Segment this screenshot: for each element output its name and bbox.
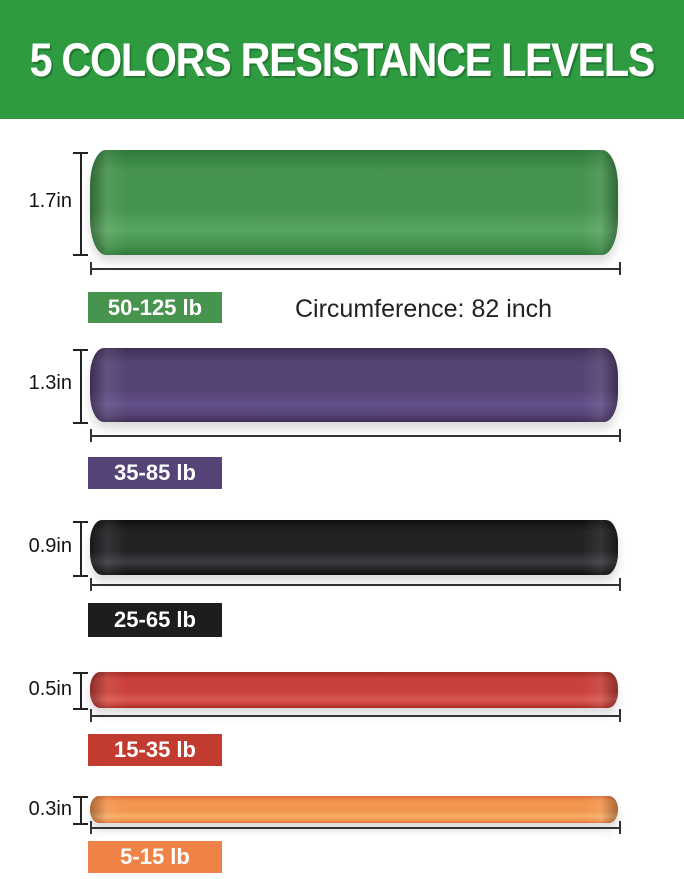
header-banner: 5 COLORS RESISTANCE LEVELS [0,0,684,119]
length-measure-line [90,821,621,834]
height-measure-line [73,521,88,577]
resistance-band-green [90,150,618,255]
height-measure-line [73,672,88,710]
band-width-label: 0.3in [28,798,72,820]
band-width-label: 1.7in [28,190,72,212]
height-measure-line [73,349,88,424]
band-width-label: 1.3in [28,372,72,394]
resistance-range-badge: 50-125 lb [88,292,222,323]
resistance-range-badge: 35-85 lb [88,457,222,489]
length-measure-line [90,578,621,591]
band-width-label: 0.9in [28,535,72,557]
length-measure-line [90,709,621,722]
resistance-band-purple [90,348,618,422]
band-width-label: 0.5in [28,678,72,700]
resistance-band-orange [90,796,618,823]
height-measure-line [73,796,88,825]
resistance-band-black [90,520,618,575]
length-measure-line [90,262,621,275]
circumference-note: Circumference: 82 inch [295,295,553,323]
resistance-range-badge: 5-15 lb [88,841,222,873]
height-measure-line [73,152,88,256]
resistance-range-badge: 25-65 lb [88,603,222,637]
length-measure-line [90,429,621,442]
resistance-range-badge: 15-35 lb [88,734,222,766]
page-title: 5 COLORS RESISTANCE LEVELS [29,33,656,86]
resistance-band-red [90,672,618,708]
